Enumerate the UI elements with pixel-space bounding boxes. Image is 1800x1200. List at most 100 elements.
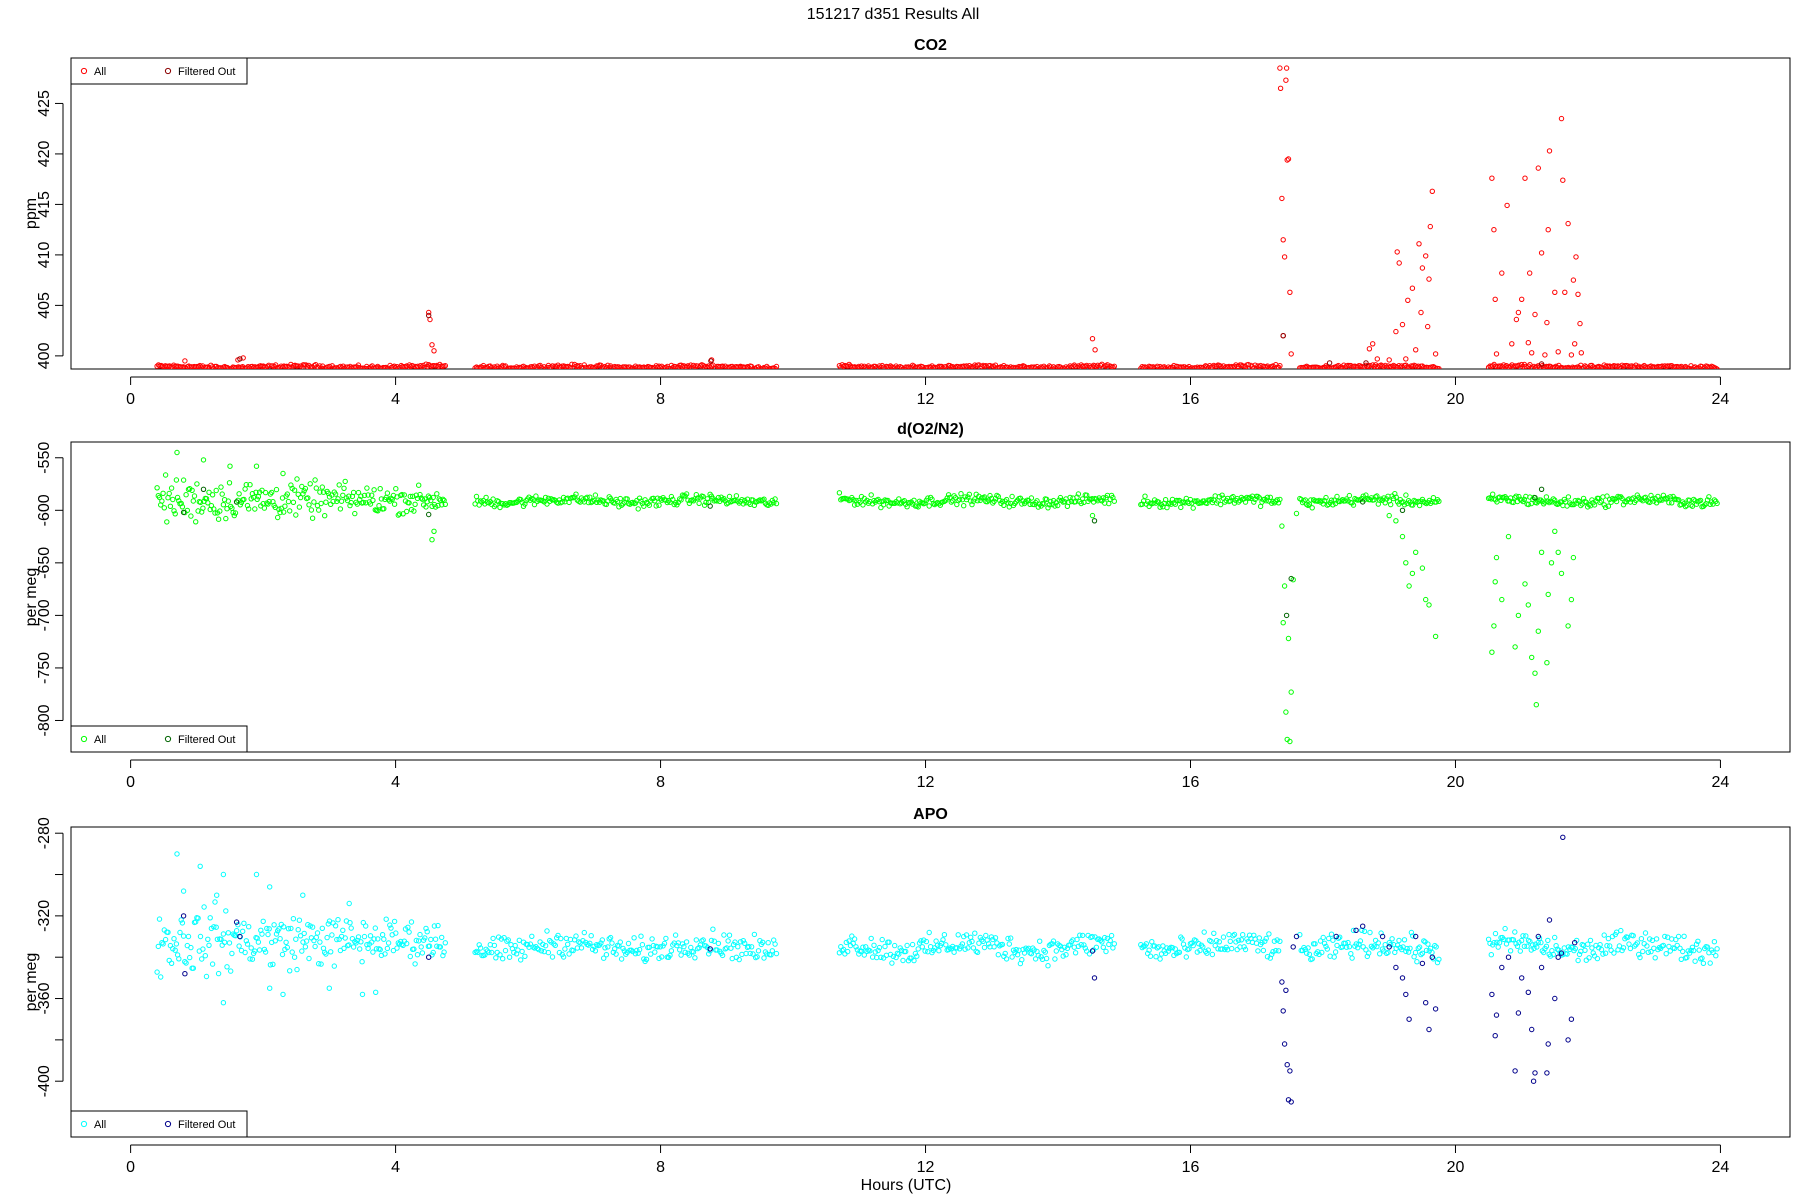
series-all-point	[934, 942, 941, 948]
series-all-point	[354, 501, 360, 507]
series-all-point	[876, 499, 883, 505]
series-all-point	[252, 948, 258, 954]
series-all-point	[502, 947, 509, 954]
series-all-point	[434, 491, 440, 497]
series-all-point	[701, 502, 708, 508]
series-filtered-point	[1426, 1026, 1432, 1033]
series-all-point	[1092, 347, 1098, 353]
series-all-point	[1619, 947, 1625, 954]
series-all-point	[1583, 957, 1590, 963]
series-all-point	[506, 954, 513, 960]
series-all-point	[1620, 945, 1627, 951]
series-all-point	[1401, 937, 1408, 943]
series-all-point	[1653, 936, 1660, 942]
series-all-point	[1324, 946, 1331, 952]
series-all-point	[429, 342, 435, 348]
series-all-point	[1555, 549, 1561, 555]
series-all-point	[197, 933, 204, 940]
series-all-point	[642, 497, 648, 503]
series-all-point	[1275, 500, 1282, 506]
series-all-point	[1689, 503, 1696, 509]
series-all-point	[1374, 356, 1381, 362]
series-all-point	[607, 495, 614, 502]
series-all-point	[377, 486, 383, 492]
series-all-point	[1146, 503, 1152, 510]
series-all-point	[367, 933, 374, 939]
series-all-point	[323, 499, 329, 505]
series-all-point	[1304, 950, 1310, 956]
series-all-point	[391, 501, 398, 507]
series-all-point	[1604, 943, 1610, 949]
series-filtered-point	[1555, 954, 1561, 960]
series-all-point	[1673, 936, 1679, 943]
series-all-point	[325, 921, 331, 927]
series-all-point	[269, 489, 275, 496]
series-all-point	[1711, 939, 1718, 945]
series-all-point	[992, 935, 999, 941]
series-all-point	[656, 955, 662, 962]
legend: All Filtered Out	[70, 57, 248, 85]
series-all-point	[715, 940, 722, 947]
series-all-point	[155, 943, 162, 950]
series-all-point	[1331, 954, 1337, 960]
series-all-point	[1035, 504, 1042, 510]
series-all-point	[218, 484, 224, 490]
series-all-point	[1544, 660, 1550, 666]
x-tick-label: 8	[656, 1159, 665, 1176]
series-all-point	[631, 935, 637, 941]
panel-title: APO	[913, 806, 948, 823]
series-all-point	[262, 489, 269, 496]
series-all-point	[648, 951, 654, 957]
y-tick-label: 405	[36, 292, 53, 319]
series-all-point	[914, 953, 920, 959]
series-all-point	[1419, 950, 1426, 956]
series-all-point	[1283, 709, 1289, 715]
series-all-point	[382, 951, 388, 957]
series-all-point	[1334, 493, 1340, 500]
series-all-point	[972, 930, 978, 936]
series-all-point	[1574, 500, 1580, 506]
series-all-point	[896, 496, 902, 502]
series-all-point	[961, 503, 967, 509]
series-all-point	[1419, 565, 1426, 571]
series-all-point	[624, 496, 630, 502]
series-all-point	[174, 851, 180, 857]
y-tick-label: -400	[36, 1065, 53, 1097]
series-all-point	[1406, 583, 1412, 589]
series-all-point	[636, 946, 643, 953]
series-all-point	[1389, 936, 1395, 942]
series-all-point	[1082, 945, 1089, 951]
series-all-point	[270, 961, 276, 967]
series-all-point	[1162, 497, 1169, 503]
series-all-point	[1538, 549, 1545, 555]
series-all-point	[677, 947, 683, 953]
series-all-point	[428, 936, 434, 943]
series-all-point	[406, 929, 412, 935]
series-all-point	[1515, 612, 1522, 619]
series-all-point	[1205, 947, 1212, 953]
series-all-point	[1032, 956, 1039, 962]
series-all-point	[1216, 939, 1223, 945]
series-all-point	[491, 942, 498, 949]
series-all-point	[617, 495, 623, 502]
series-all-point	[1492, 296, 1498, 302]
series-all-point	[1386, 512, 1392, 519]
series-all-point	[1642, 930, 1649, 936]
series-all-point	[1061, 944, 1068, 950]
series-all-point	[224, 506, 230, 512]
series-all-point	[241, 496, 247, 503]
series-all-point	[1527, 938, 1533, 945]
series-all-point	[878, 504, 884, 511]
series-all-point	[1418, 951, 1424, 958]
series-all-point	[979, 937, 985, 943]
series-all-point	[341, 485, 347, 491]
series-all-point	[1066, 499, 1072, 506]
series-all-point	[332, 923, 339, 929]
series-all-point	[864, 497, 870, 504]
series-all-point	[197, 863, 203, 869]
series-all-point	[1104, 362, 1111, 368]
series-all-point	[391, 918, 398, 925]
series-all-point	[1211, 930, 1217, 936]
series-all-point	[736, 956, 742, 963]
series-all-point	[195, 915, 201, 921]
